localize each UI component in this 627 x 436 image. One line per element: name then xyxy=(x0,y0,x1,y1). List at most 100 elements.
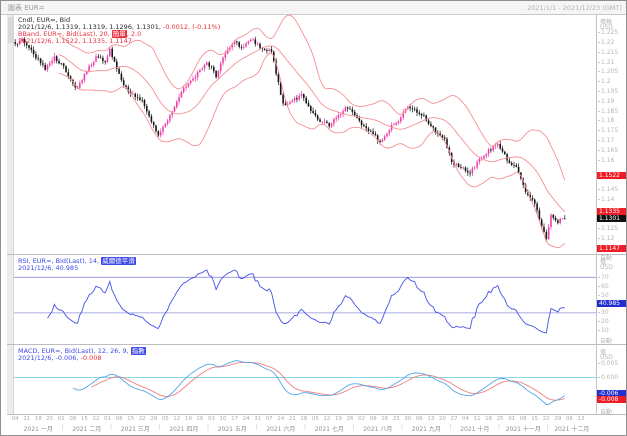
macd-ma-type-chip[interactable]: 指數 xyxy=(130,347,146,355)
panel-separator[interactable] xyxy=(7,254,626,255)
week-day-label: 24 xyxy=(242,416,250,422)
value-axis-column[interactable]: 價格 USD 自動 值 USD 自動 值 USD 自動 1.225 1.22 1.2… xyxy=(597,1,626,435)
week-day-label: 07 xyxy=(265,416,273,422)
rsi-axis-unit: USD xyxy=(600,264,613,271)
macd-date: 2021/12/6, xyxy=(18,354,54,362)
week-day-label: 26 xyxy=(196,416,204,422)
week-day-label: 14 xyxy=(277,416,285,422)
candle-ohlc-values: 2021/12/6, 1.1319, 1.1319, 1.1296, 1.130… xyxy=(18,23,161,31)
week-day-label: 12 xyxy=(323,416,331,422)
time-axis[interactable]: 04 11 18 25 01 08 15 22 01 08 15 22 29 05 12 19 26 03 10 17… xyxy=(1,414,626,435)
rsi-tick: 50 xyxy=(598,292,609,299)
price-tick: 1.195 xyxy=(598,88,618,95)
week-day-label: 22 xyxy=(138,416,146,422)
week-day-label: 11 xyxy=(473,416,481,422)
macd-axis-unit: USD xyxy=(600,354,613,361)
week-day-label: 15 xyxy=(531,416,539,422)
month-label: 2021 十二月 xyxy=(554,426,590,433)
panel-separator[interactable] xyxy=(7,344,626,345)
month-separator: | xyxy=(158,424,161,431)
week-day-label: 25 xyxy=(496,416,504,422)
week-day-label: 19 xyxy=(184,416,192,422)
price-tick: 1.205 xyxy=(598,68,618,75)
panel-separator[interactable] xyxy=(7,414,626,415)
price-tick: 1.19 xyxy=(598,98,614,105)
macd-axis-auto[interactable]: 自動 xyxy=(600,409,613,416)
price-badge: 1.1147 xyxy=(597,245,626,253)
week-day-label: 01 xyxy=(104,416,111,422)
rsi-tick: 20 xyxy=(598,318,609,325)
price-tick: 1.145 xyxy=(598,186,618,193)
rsi-badge: 40.985 xyxy=(597,299,626,307)
date-range-label: 2021/1/1 - 2021/12/23 (GMT) xyxy=(527,4,622,12)
price-badge: 1.1522 xyxy=(597,171,626,179)
week-day-label: 26 xyxy=(346,416,354,422)
macd-series-label[interactable]: MACD, EUR=, Bid(Last), 12, 26, 9, 指數 xyxy=(18,347,146,355)
week-day-label: 27 xyxy=(450,416,458,422)
month-label: 2021 八月 xyxy=(363,426,393,433)
week-day-label: 13 xyxy=(427,416,435,422)
macd-badge: -0.008 xyxy=(597,395,626,403)
month-label: 2021 三月 xyxy=(120,426,150,433)
macd-lines xyxy=(14,360,596,405)
week-day-label: 15 xyxy=(80,416,88,422)
price-tick: 1.215 xyxy=(598,49,618,56)
price-axis-header: 價格 xyxy=(600,19,613,26)
bband-series-label[interactable]: BBand, EUR=, Bid(Last), 20, 簡單, 2.0 xyxy=(18,30,142,38)
week-day-label: 11 xyxy=(23,416,31,422)
window-titlebar[interactable]: 圖表 EUR= 2021/1/1 - 2021/12/23 (GMT) xyxy=(1,1,626,15)
month-label: 2021 四月 xyxy=(169,426,199,433)
week-day-label: 06 xyxy=(415,416,423,422)
rsi-smoothing-chip[interactable]: 威爾德平滑 xyxy=(101,257,136,265)
price-tick: 1.14 xyxy=(598,196,614,203)
week-day-label: 08 xyxy=(519,416,527,422)
macd-legend[interactable]: MACD, EUR=, Bid(Last), 12, 26, 9, 指數 202… xyxy=(18,347,146,362)
week-day-label: 29 xyxy=(150,416,158,422)
month-label: 2021 六月 xyxy=(266,426,296,433)
bband-ma-type-chip[interactable]: 簡單 xyxy=(111,30,127,38)
week-day-label: 15 xyxy=(127,416,135,422)
rsi-series-label[interactable]: RSI, EUR=, Bid(Last), 14, 威爾德平滑 xyxy=(18,257,136,265)
price-legend[interactable]: Cndl, EUR=, Bid 2021/12/6, 1.1319, 1.131… xyxy=(18,17,220,45)
candle-values-line: 2021/12/6, 1.1319, 1.1319, 1.1296, 1.130… xyxy=(18,24,220,31)
macd-chart[interactable] xyxy=(14,345,596,414)
week-day-label: 13 xyxy=(577,416,585,422)
left-toolbar-strip[interactable] xyxy=(7,15,14,414)
week-day-label: 04 xyxy=(11,416,19,422)
rsi-tick: 60 xyxy=(598,283,609,290)
rsi-chart[interactable] xyxy=(14,255,596,344)
week-day-label: 06 xyxy=(565,416,573,422)
month-separator: | xyxy=(303,424,307,431)
macd-value: -0.006, xyxy=(53,354,79,362)
month-separator: | xyxy=(255,424,258,431)
candle-series-label[interactable]: Cndl, EUR=, Bid xyxy=(18,16,71,24)
week-day-label: 31 xyxy=(254,416,262,422)
price-tick: 1.225 xyxy=(598,29,618,36)
week-day-label: 21 xyxy=(288,416,296,422)
week-day-label: 10 xyxy=(219,416,227,422)
candlestick-chart[interactable] xyxy=(14,14,596,254)
macd-tick: 0.000 xyxy=(598,374,618,381)
macd-axis-header: 值 xyxy=(600,349,607,356)
rsi-axis-header: 值 xyxy=(600,259,607,266)
price-tick: 1.125 xyxy=(598,225,618,232)
left-strip-thumb[interactable] xyxy=(8,17,13,43)
week-day-label: 23 xyxy=(392,416,400,422)
rsi-legend[interactable]: RSI, EUR=, Bid(Last), 14, 威爾德平滑 2021/12/… xyxy=(18,257,136,272)
rsi-axis-auto[interactable]: 自動 xyxy=(600,338,613,345)
week-day-label: 08 xyxy=(115,416,123,422)
price-axis-auto[interactable]: 自動 xyxy=(600,255,613,262)
week-day-label: 18 xyxy=(34,416,42,422)
week-day-label: 22 xyxy=(92,416,100,422)
axis-separator-line xyxy=(596,15,597,414)
week-day-label: 22 xyxy=(542,416,550,422)
price-tick: 1.16 xyxy=(598,157,614,164)
week-day-label: 05 xyxy=(311,416,319,422)
price-tick: 1.21 xyxy=(598,59,614,66)
week-day-label: 03 xyxy=(208,416,215,422)
window-title: 圖表 EUR= xyxy=(8,4,45,12)
price-tick: 1.18 xyxy=(598,117,614,124)
week-day-label: 18 xyxy=(485,416,493,422)
week-day-label: 30 xyxy=(404,416,412,422)
